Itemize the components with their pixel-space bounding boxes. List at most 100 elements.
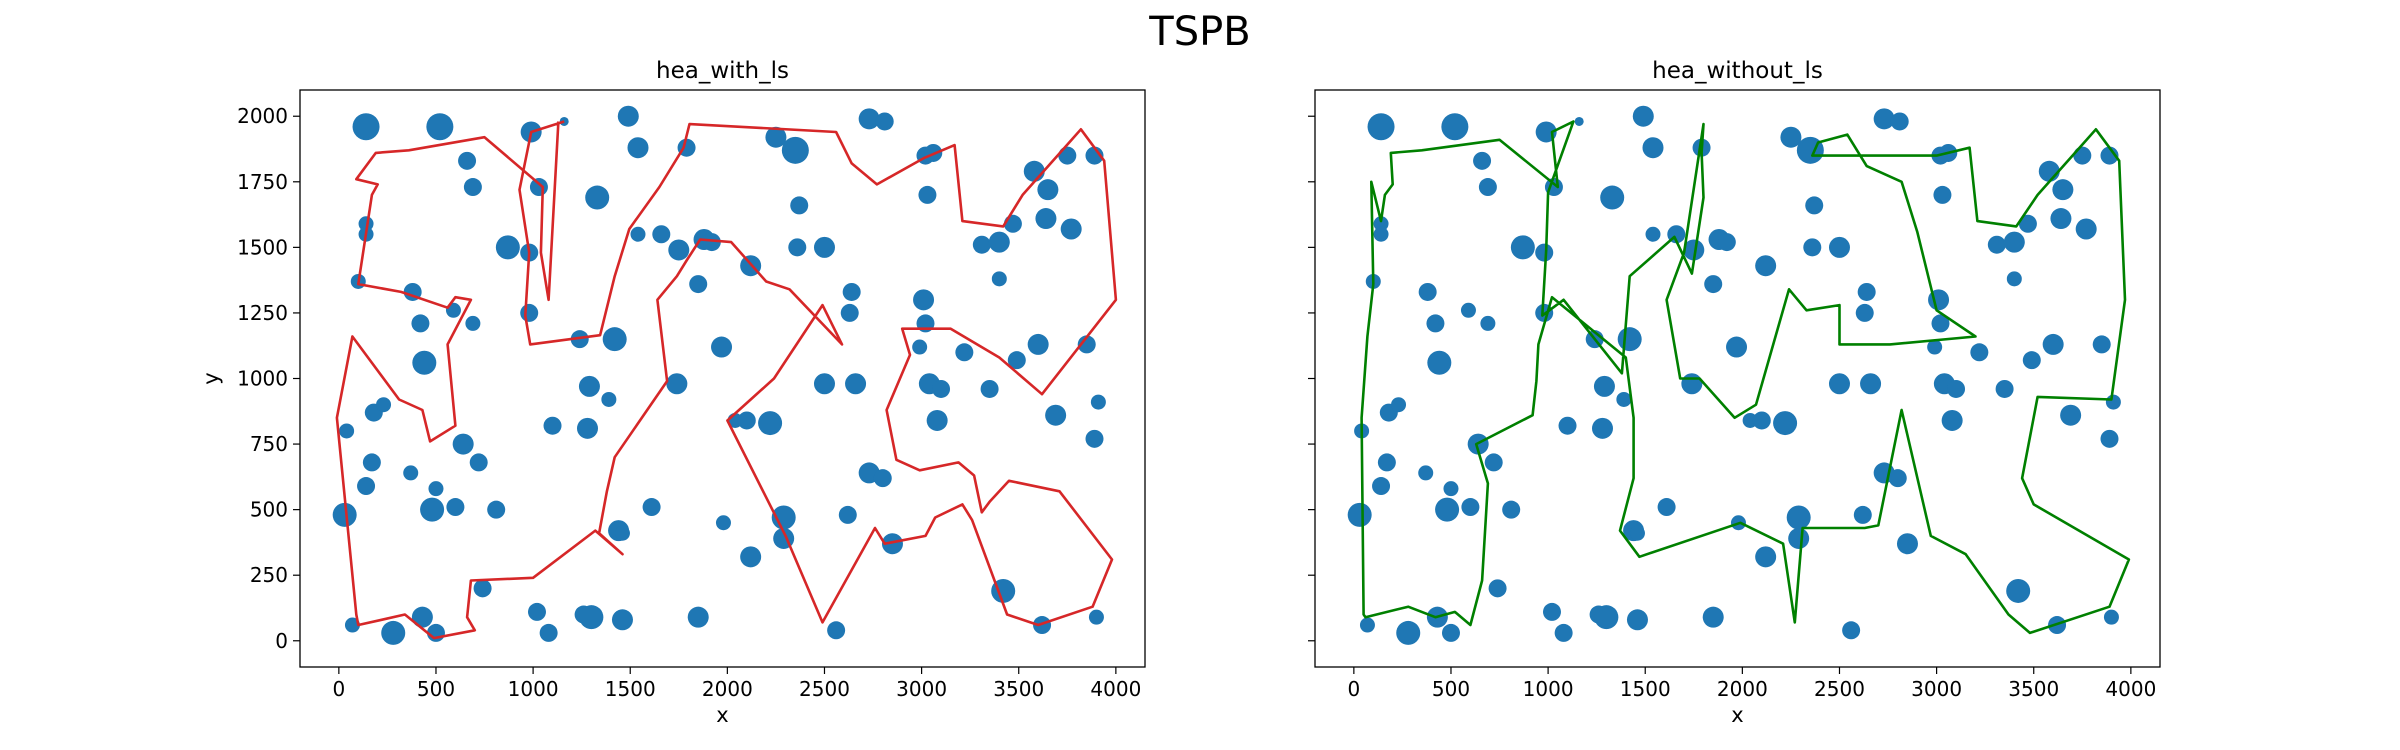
node-point	[702, 233, 721, 252]
node-markers	[1347, 105, 2121, 645]
node-point	[1600, 185, 1625, 210]
x-tick-label: 3500	[2008, 677, 2059, 701]
node-point	[873, 469, 892, 488]
node-point	[1488, 579, 1507, 598]
x-tick-label: 1500	[605, 677, 656, 701]
node-point	[932, 379, 951, 398]
node-point	[1860, 373, 1882, 395]
node-point	[988, 231, 1010, 253]
node-point	[1873, 108, 1895, 130]
node-point	[1890, 112, 1909, 131]
node-point	[1773, 411, 1798, 436]
x-tick-label: 0	[332, 677, 345, 701]
node-point	[1441, 113, 1469, 141]
node-point	[585, 185, 610, 210]
node-point	[813, 236, 835, 258]
node-point	[1995, 379, 2014, 398]
x-tick-label: 1000	[508, 677, 559, 701]
node-point	[918, 185, 937, 204]
node-point	[469, 453, 488, 472]
node-point	[1023, 160, 1045, 182]
node-point	[1396, 620, 1421, 645]
node-point	[642, 498, 661, 517]
node-point	[420, 497, 445, 522]
node-point	[473, 579, 492, 598]
node-point	[381, 620, 406, 645]
node-point	[1702, 606, 1724, 628]
node-point	[972, 235, 991, 254]
node-point	[666, 373, 688, 395]
axes-frame	[1314, 89, 2161, 668]
node-point	[2022, 351, 2041, 370]
chart-0: 0 500 1000 1500 2000 2500 3000 3500 4000 0 250 500 7…	[199, 58, 1146, 727]
node-point	[1554, 623, 1573, 642]
node-point	[1987, 235, 2006, 254]
node-point	[771, 505, 796, 530]
node-point	[1828, 236, 1850, 258]
node-point	[1780, 126, 1802, 148]
node-point	[576, 417, 598, 439]
node-point	[1085, 146, 1104, 165]
node-point	[1003, 214, 1022, 233]
node-point	[858, 108, 880, 130]
node-point	[1418, 282, 1437, 301]
node-point	[1632, 105, 1654, 127]
node-point	[711, 336, 733, 358]
node-point	[737, 411, 756, 430]
node-point	[1593, 375, 1615, 397]
x-tick-label: 1000	[1523, 677, 1574, 701]
node-point	[426, 113, 454, 141]
x-tick-label: 500	[1432, 677, 1470, 701]
node-point	[1853, 505, 1872, 524]
node-point	[1626, 609, 1648, 631]
node-point	[913, 289, 935, 311]
x-tick-label: 0	[1347, 677, 1360, 701]
node-point	[689, 275, 708, 294]
route-line	[335, 120, 1118, 640]
node-point	[627, 137, 649, 159]
node-point	[1460, 302, 1476, 318]
node-point	[652, 225, 671, 244]
node-point	[1427, 350, 1452, 375]
y-tick-label: 0	[275, 629, 288, 653]
node-point	[1681, 373, 1703, 395]
y-tick-label: 1750	[237, 170, 288, 194]
node-point	[926, 409, 948, 431]
node-point	[1594, 605, 1619, 630]
node-point	[2018, 214, 2037, 233]
node-point	[1857, 282, 1876, 301]
node-point	[352, 113, 380, 141]
node-point	[2075, 218, 2097, 240]
node-point	[1947, 379, 1966, 398]
node-point	[1755, 546, 1777, 568]
x-tick-label: 3000	[1911, 677, 1962, 701]
node-point	[403, 465, 419, 481]
node-point	[2105, 394, 2121, 410]
node-point	[520, 303, 539, 322]
node-point	[1591, 417, 1613, 439]
node-point	[630, 226, 646, 242]
node-point	[1657, 498, 1676, 517]
node-point	[1931, 314, 1950, 333]
node-point	[543, 416, 562, 435]
node-point	[1484, 453, 1503, 472]
node-point	[1045, 404, 1067, 426]
node-point	[1085, 429, 1104, 448]
node-point	[1473, 151, 1492, 170]
node-point	[668, 239, 690, 261]
node-point	[1027, 333, 1049, 355]
node-point	[376, 397, 392, 413]
node-point	[1786, 505, 1811, 530]
node-point	[1970, 343, 1989, 362]
node-point	[1088, 609, 1104, 625]
y-tick-label: 1500	[237, 235, 288, 259]
node-point	[458, 151, 477, 170]
node-point	[2038, 160, 2060, 182]
node-point	[614, 525, 630, 541]
node-point	[1007, 351, 1026, 370]
node-point	[1805, 196, 1824, 215]
node-point	[2092, 335, 2111, 354]
chart-1: 0 500 1000 1500 2000 2500 3000 3500 4000 hea_with…	[1308, 58, 2161, 727]
node-point	[1542, 602, 1561, 621]
